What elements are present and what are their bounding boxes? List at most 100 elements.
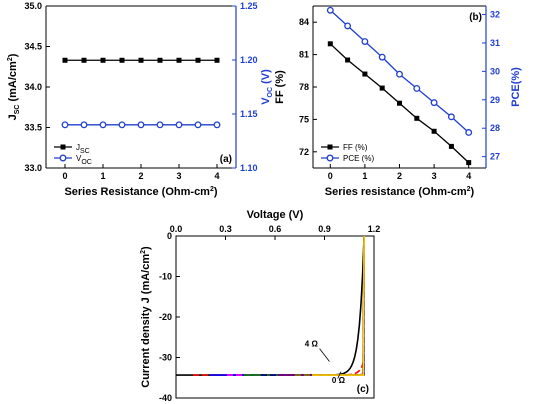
legend-label: PCE (%) xyxy=(343,154,374,163)
right-y-tick-label: 28 xyxy=(490,123,500,133)
x-axis-label: Series resistance (Ohm-cm2​) xyxy=(325,186,475,198)
panel-label: (a) xyxy=(220,154,232,165)
data-point xyxy=(118,121,126,129)
x-tick-label: 0.9 xyxy=(318,224,331,234)
jv-curve xyxy=(209,235,365,376)
data-point xyxy=(99,121,107,129)
data-point xyxy=(378,53,386,61)
x-tick-label: 0 xyxy=(328,171,333,181)
data-point xyxy=(100,57,106,63)
legend-marker xyxy=(326,154,334,162)
jv-curve xyxy=(277,235,365,376)
right-y-tick-label: 1.15 xyxy=(240,109,258,119)
right-y-tick-label: 1.10 xyxy=(240,163,258,173)
y-axis-label: Current density J (mA/cm2​) xyxy=(140,246,152,388)
x-tick-label: 2 xyxy=(397,171,402,181)
right-y-tick-label: 1.25 xyxy=(240,1,258,11)
data-point xyxy=(344,22,352,30)
data-point xyxy=(431,128,437,134)
right-y-tick-label: 32 xyxy=(490,10,500,20)
data-point xyxy=(413,84,421,92)
chart-panel-a: 0 1 2 3 4 33.0 33.5 34.0 34.5 35.0 1.10 1.15 1.20 1.2… xyxy=(7,1,274,198)
data-point xyxy=(361,38,369,45)
annotation-4-ohm: 4 Ω xyxy=(305,340,319,349)
jv-curve xyxy=(192,235,365,376)
x-tick-label: 0 xyxy=(62,171,67,181)
left-y-axis-label: FF (%) xyxy=(274,70,286,104)
data-point xyxy=(157,57,163,63)
right-y-axis-label: VOC​ (V) xyxy=(260,69,274,105)
data-point xyxy=(175,121,183,129)
data-point xyxy=(119,57,125,63)
data-point xyxy=(465,129,473,136)
x-tick-label: 0.6 xyxy=(269,224,282,234)
data-point xyxy=(62,57,68,63)
data-point xyxy=(61,121,69,129)
x-tick-label: 1 xyxy=(100,171,105,181)
data-point xyxy=(430,99,438,107)
y-tick-label: -20 xyxy=(159,312,172,322)
legend-marker xyxy=(327,144,333,150)
panel-label: (b) xyxy=(469,12,482,23)
chart-panel-b: 0 1 2 3 4 72 75 78 81 84 27 28 29 30 31 32 Series resist… xyxy=(274,5,522,198)
x-tick-label: 0.0 xyxy=(170,224,183,234)
annotation-arrow xyxy=(337,371,342,379)
chart-panel-c: 0.0 0.3 0.6 0.9 1.2 0 -10 -20 -30 -40 Voltage (V) C… xyxy=(140,209,380,403)
data-point xyxy=(81,57,87,63)
jv-curve xyxy=(243,235,365,376)
x-axis-label: Voltage (V) xyxy=(247,209,304,221)
x-tick-label: 3 xyxy=(176,171,181,181)
data-point xyxy=(80,121,88,129)
x-axis-label: Series Resistance (Ohm-cm2​) xyxy=(64,186,217,198)
x-tick-label: 1.2 xyxy=(368,224,381,234)
left-y-tick-label: 33.0 xyxy=(24,163,42,173)
data-point xyxy=(466,160,472,166)
data-point xyxy=(213,121,221,129)
data-point xyxy=(345,57,351,63)
left-y-tick-label: 72 xyxy=(299,147,309,157)
left-y-tick-label: 33.5 xyxy=(24,123,42,133)
jv-curve xyxy=(260,235,365,376)
legend-label: VOC​ xyxy=(76,154,92,166)
right-y-axis-label: PCE(%) xyxy=(510,67,522,107)
data-point xyxy=(362,71,368,77)
right-y-tick-label: 27 xyxy=(490,152,500,162)
left-y-tick-label: 78 xyxy=(299,82,309,92)
x-tick-label: 1 xyxy=(362,171,367,181)
x-tick-label: 0.3 xyxy=(219,224,232,234)
data-point xyxy=(327,41,333,47)
legend-label: FF (%) xyxy=(343,143,368,152)
jv-curve xyxy=(176,235,365,376)
data-point xyxy=(214,57,220,63)
data-point xyxy=(448,143,454,149)
data-point xyxy=(156,121,164,129)
jv-curve xyxy=(311,235,365,376)
data-point xyxy=(396,70,403,78)
data-point xyxy=(326,6,334,14)
x-tick-label: 3 xyxy=(432,171,437,181)
y-tick-label: -30 xyxy=(159,353,172,363)
x-tick-label: 4 xyxy=(214,171,219,181)
y-tick-label: -40 xyxy=(159,393,172,403)
data-point xyxy=(195,57,201,63)
left-y-tick-label: 34.5 xyxy=(24,42,42,52)
left-y-tick-label: 75 xyxy=(299,114,309,124)
data-point xyxy=(414,115,420,121)
jv-curve xyxy=(226,235,365,376)
right-y-tick-label: 30 xyxy=(490,66,500,76)
y-tick-label: 0 xyxy=(167,231,172,241)
data-point xyxy=(447,113,455,121)
right-y-tick-label: 1.20 xyxy=(240,55,258,65)
legend-marker xyxy=(59,154,67,162)
x-tick-label: 2 xyxy=(138,171,143,181)
data-point xyxy=(138,57,144,63)
data-point xyxy=(379,85,385,91)
y-tick-label: -10 xyxy=(159,272,172,282)
legend-label: JSC​ xyxy=(76,143,90,155)
annotation-arrow xyxy=(319,348,330,362)
left-y-tick-label: 35.0 xyxy=(24,1,42,11)
data-point xyxy=(176,57,182,63)
right-y-tick-label: 29 xyxy=(490,95,500,105)
right-y-tick-label: 31 xyxy=(490,38,500,48)
panel-label: (c) xyxy=(357,384,369,395)
